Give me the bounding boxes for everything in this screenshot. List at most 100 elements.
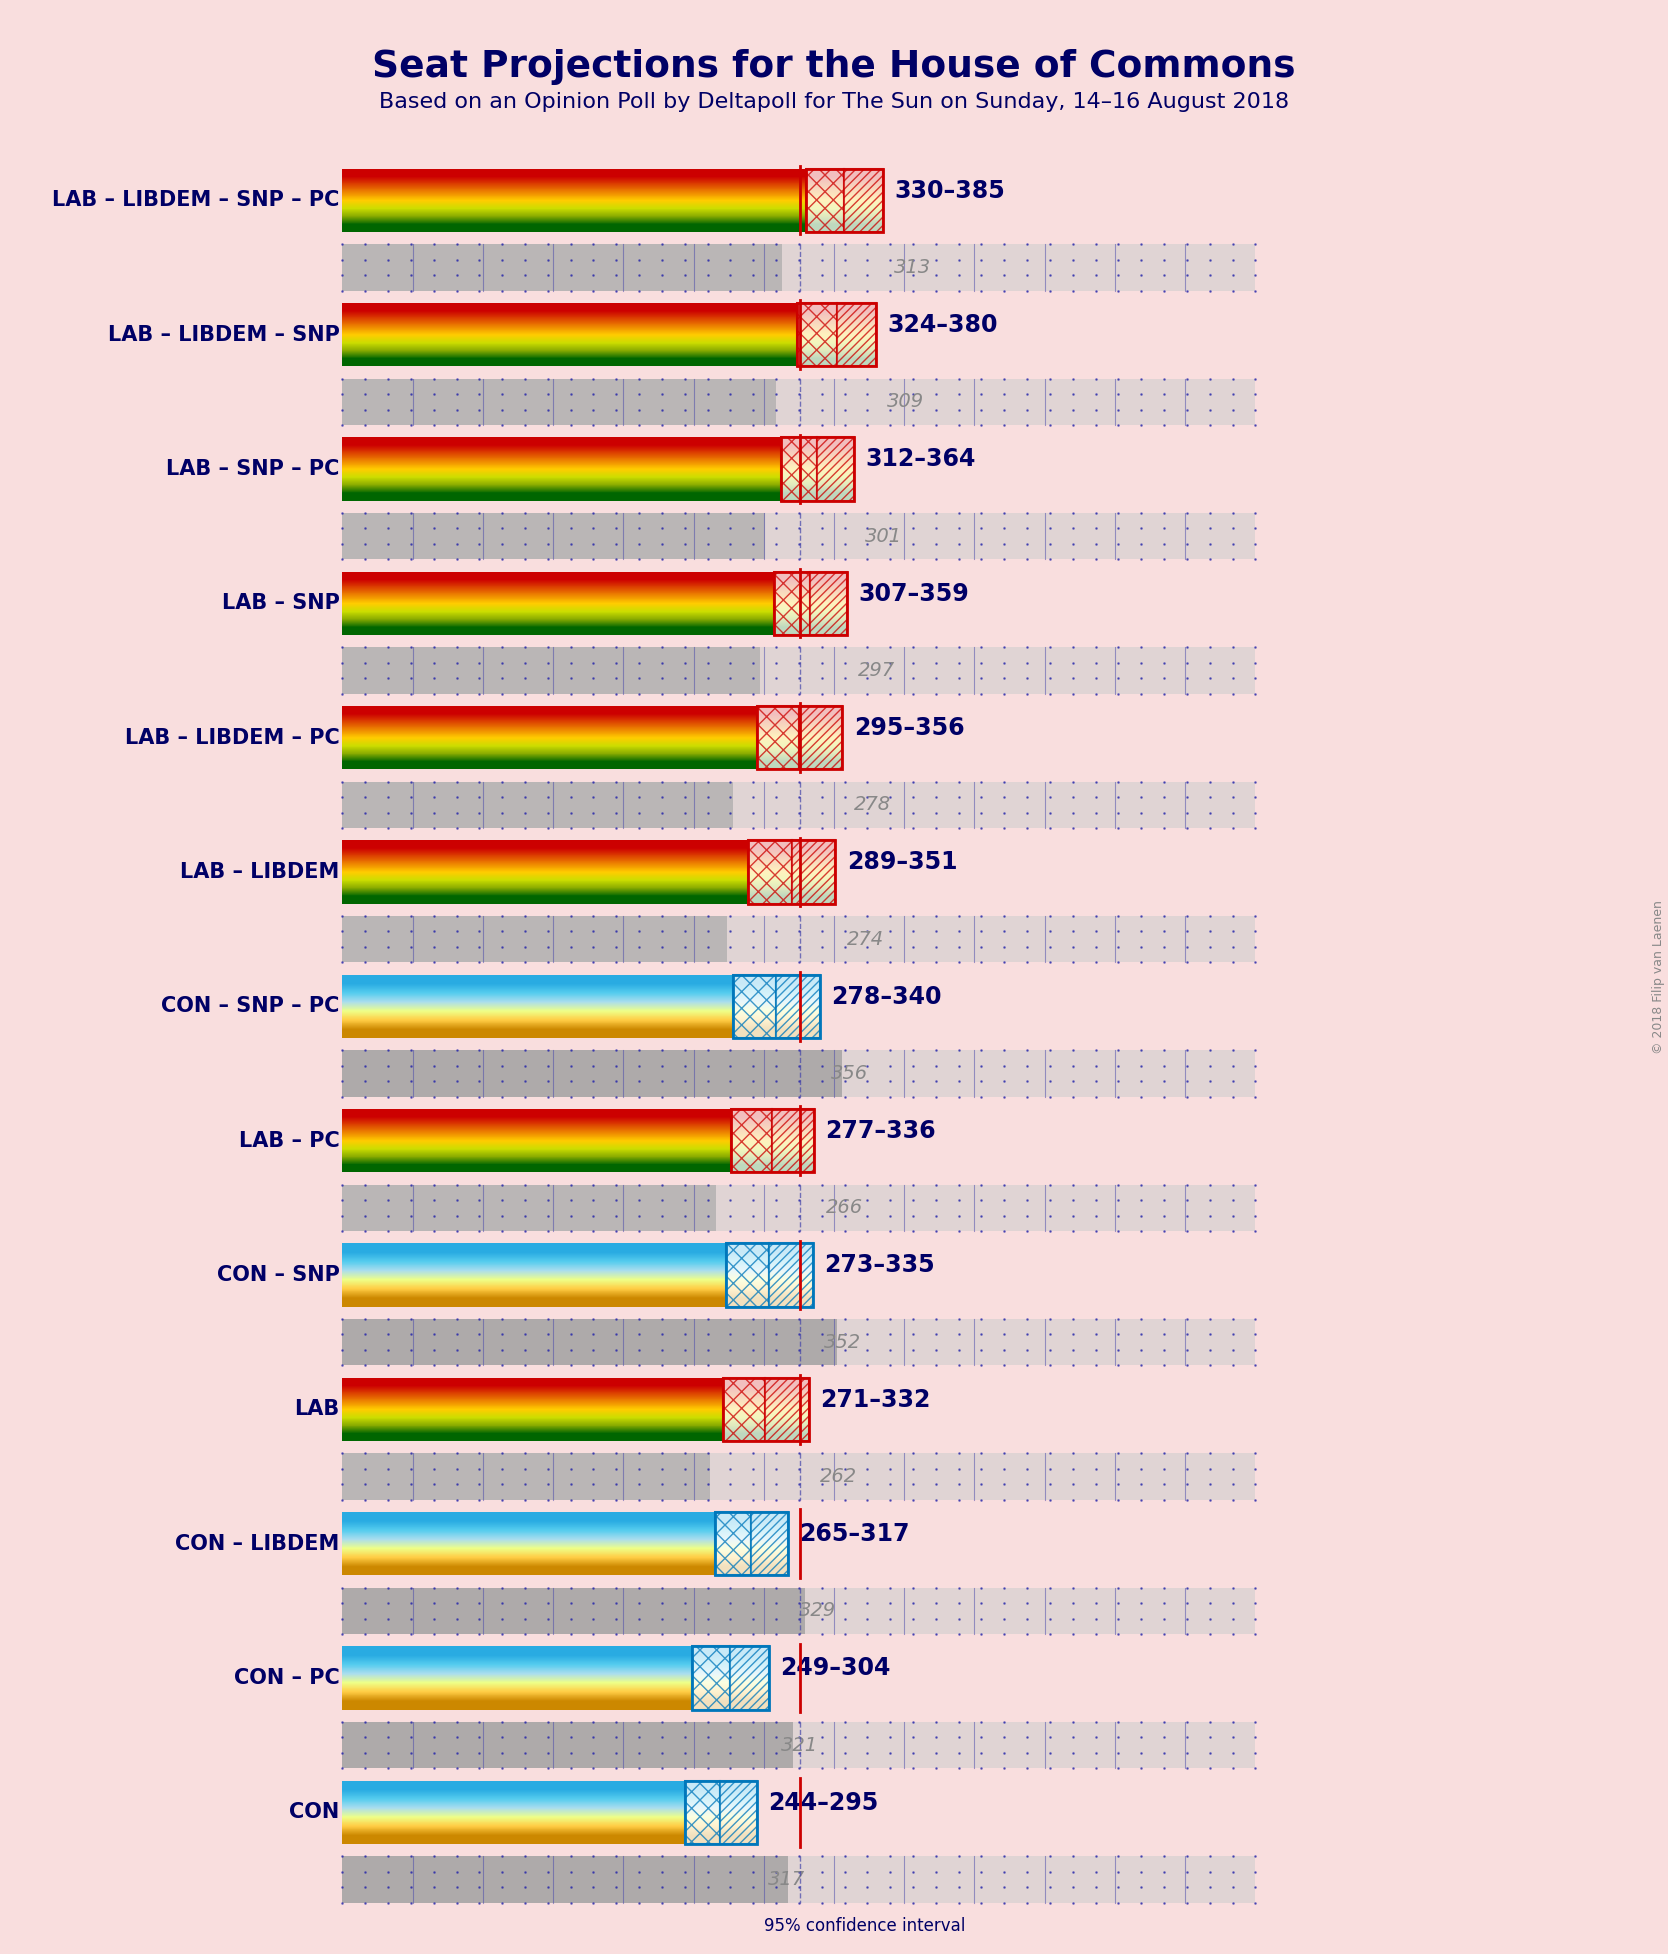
Bar xyxy=(846,1931,887,1954)
Bar xyxy=(797,303,837,367)
Text: 289–351: 289–351 xyxy=(847,850,957,873)
Bar xyxy=(781,438,854,500)
Bar xyxy=(751,1512,787,1575)
Bar xyxy=(342,1587,804,1634)
Bar xyxy=(806,168,844,233)
Text: LAB – SNP: LAB – SNP xyxy=(222,594,340,614)
Text: 330–385: 330–385 xyxy=(894,178,1006,203)
Bar xyxy=(686,1780,757,1845)
Bar xyxy=(342,916,1256,963)
Bar xyxy=(342,782,1256,828)
Text: LAB – LIBDEM – SNP: LAB – LIBDEM – SNP xyxy=(108,324,340,344)
Text: 297: 297 xyxy=(857,660,896,680)
Bar xyxy=(342,1184,716,1231)
Bar xyxy=(342,1051,842,1096)
Text: 329: 329 xyxy=(799,1602,836,1620)
Text: LAB – SNP – PC: LAB – SNP – PC xyxy=(167,459,340,479)
Bar xyxy=(732,1110,772,1172)
Text: 277–336: 277–336 xyxy=(826,1120,936,1143)
Text: 244–295: 244–295 xyxy=(767,1790,879,1815)
Bar xyxy=(844,168,882,233)
Bar xyxy=(342,916,727,963)
Text: LAB – LIBDEM – SNP – PC: LAB – LIBDEM – SNP – PC xyxy=(52,190,340,211)
Bar xyxy=(342,1319,1256,1366)
Bar xyxy=(774,573,847,635)
Bar xyxy=(721,1780,757,1845)
Bar xyxy=(342,1184,1256,1231)
Bar xyxy=(692,1647,731,1710)
Bar xyxy=(726,1243,769,1307)
Text: LAB – PC: LAB – PC xyxy=(239,1131,340,1151)
Text: 301: 301 xyxy=(866,528,902,545)
Text: LAB – LIBDEM – PC: LAB – LIBDEM – PC xyxy=(125,727,340,748)
Bar xyxy=(342,244,782,291)
Text: 265–317: 265–317 xyxy=(799,1522,909,1546)
Text: 271–332: 271–332 xyxy=(821,1387,931,1411)
Bar xyxy=(722,1378,766,1442)
Text: LAB – LIBDEM: LAB – LIBDEM xyxy=(180,862,340,881)
Bar xyxy=(342,647,1256,694)
Bar xyxy=(692,1647,769,1710)
Bar xyxy=(757,705,799,770)
Text: CON – LIBDEM: CON – LIBDEM xyxy=(175,1534,340,1553)
Bar xyxy=(732,1110,814,1172)
Bar xyxy=(757,705,842,770)
Bar xyxy=(806,168,882,233)
Text: 95% confidence interval: 95% confidence interval xyxy=(764,1917,966,1934)
Bar xyxy=(342,1721,1256,1768)
Text: 274: 274 xyxy=(847,930,884,948)
Bar xyxy=(342,514,1256,559)
Bar xyxy=(342,1587,1256,1634)
Bar xyxy=(342,379,1256,426)
Bar xyxy=(817,438,854,500)
Bar xyxy=(342,647,759,694)
Bar xyxy=(342,379,776,426)
Bar xyxy=(749,840,792,903)
Bar xyxy=(781,438,817,500)
Bar xyxy=(767,1931,846,1954)
Text: 262: 262 xyxy=(821,1467,857,1485)
Text: 313: 313 xyxy=(894,258,931,277)
Text: 312–364: 312–364 xyxy=(866,447,976,471)
Text: 309: 309 xyxy=(887,393,924,410)
Text: 295–356: 295–356 xyxy=(854,715,964,741)
Text: Based on an Opinion Poll by Deltapoll for The Sun on Sunday, 14–16 August 2018: Based on an Opinion Poll by Deltapoll fo… xyxy=(379,92,1289,111)
Bar xyxy=(776,975,821,1038)
Bar xyxy=(774,573,811,635)
Bar xyxy=(726,1243,812,1307)
Text: 278–340: 278–340 xyxy=(831,985,942,1008)
Text: LAB: LAB xyxy=(294,1399,340,1419)
Bar xyxy=(342,782,732,828)
Text: CON – SNP – PC: CON – SNP – PC xyxy=(162,997,340,1016)
Bar xyxy=(342,1319,837,1366)
Bar xyxy=(731,1647,769,1710)
Text: 324–380: 324–380 xyxy=(887,313,997,336)
Text: 352: 352 xyxy=(824,1333,861,1352)
Bar xyxy=(342,244,1256,291)
Text: CON: CON xyxy=(289,1802,340,1823)
Text: 317: 317 xyxy=(767,1870,806,1890)
Text: 321: 321 xyxy=(781,1735,817,1755)
Bar xyxy=(342,1051,1256,1096)
Text: © 2018 Filip van Laenen: © 2018 Filip van Laenen xyxy=(1651,901,1665,1053)
Bar xyxy=(797,303,876,367)
Bar xyxy=(342,1856,787,1903)
Bar xyxy=(769,1243,812,1307)
Text: CON – SNP: CON – SNP xyxy=(217,1264,340,1286)
Bar xyxy=(342,1454,711,1501)
Bar xyxy=(714,1512,751,1575)
Text: 307–359: 307–359 xyxy=(857,582,969,606)
Bar xyxy=(772,1110,814,1172)
Bar xyxy=(722,1378,809,1442)
Bar xyxy=(792,840,836,903)
Bar xyxy=(342,1721,794,1768)
Text: 278: 278 xyxy=(854,795,891,815)
Bar xyxy=(749,840,836,903)
Text: Seat Projections for the House of Commons: Seat Projections for the House of Common… xyxy=(372,49,1296,84)
Bar xyxy=(342,514,766,559)
Bar xyxy=(342,1454,1256,1501)
Bar xyxy=(686,1780,721,1845)
Text: 266: 266 xyxy=(826,1198,862,1217)
Bar xyxy=(811,573,847,635)
Bar xyxy=(732,975,776,1038)
